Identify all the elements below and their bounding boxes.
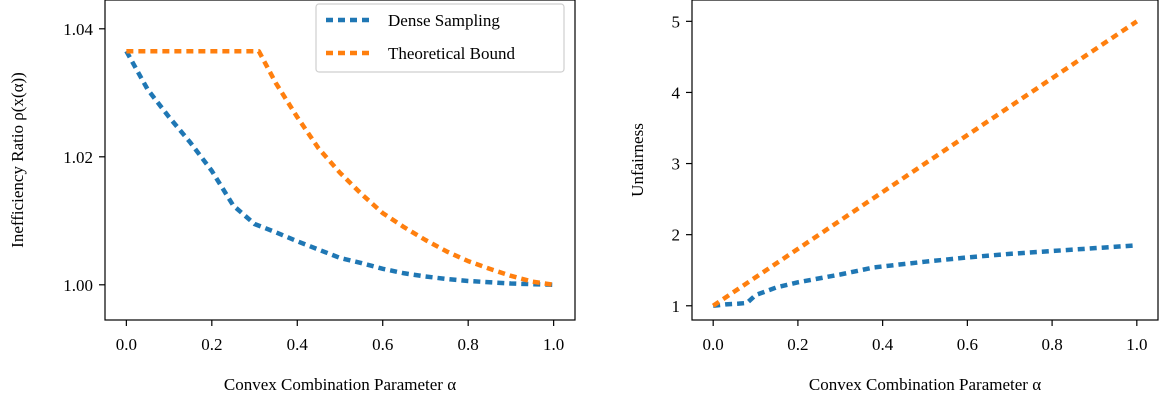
inefficiency-y-tick-label: 1.04 bbox=[63, 20, 93, 39]
unfairness-y-tick-label: 3 bbox=[672, 155, 681, 174]
inefficiency-x-tick-label: 0.0 bbox=[116, 335, 137, 354]
unfairness-y-tick-label: 2 bbox=[672, 226, 681, 245]
chart-inefficiency-legend: Dense Sampling Theoretical Bound bbox=[315, 3, 565, 73]
inefficiency-series-theoretical-bound-line bbox=[126, 48, 554, 288]
unfairness-x-tick-label: 0.8 bbox=[1041, 335, 1062, 354]
inefficiency-x-tick-label: 0.6 bbox=[372, 335, 393, 354]
inefficiency-x-tick-label: 0.2 bbox=[201, 335, 222, 354]
chart-unfairness: 0.0 0.2 0.4 0.6 0.8 1.0 1 2 3 4 5 Convex Combinati… bbox=[628, 0, 1159, 394]
inefficiency-x-tick-label: 0.8 bbox=[458, 335, 479, 354]
legend-box bbox=[315, 3, 565, 73]
unfairness-series-blue-line bbox=[712, 243, 1137, 309]
chart-inefficiency-series bbox=[124, 48, 554, 288]
unfairness-x-tick-label: 1.0 bbox=[1126, 335, 1147, 354]
unfairness-y-tick-label: 1 bbox=[672, 297, 681, 316]
unfairness-series-orange-line bbox=[711, 19, 1139, 308]
chart-inefficiency-y-axis-title: Inefficiency Ratio ρ(x(α)) bbox=[8, 72, 27, 248]
legend-label-theoretical-bound: Theoretical Bound bbox=[388, 44, 515, 63]
chart-unfairness-y-axis-title: Unfairness bbox=[628, 123, 647, 197]
inefficiency-y-tick-label: 1.00 bbox=[63, 276, 93, 295]
unfairness-x-tick-label: 0.0 bbox=[703, 335, 724, 354]
legend-label-dense-sampling: Dense Sampling bbox=[388, 11, 500, 30]
chart-inefficiency-ticks: 0.0 0.2 0.4 0.6 0.8 1.0 1.00 1.02 1.04 bbox=[63, 20, 564, 354]
chart-inefficiency-plot-frame bbox=[104, 0, 576, 321]
unfairness-y-tick-label: 5 bbox=[672, 12, 681, 31]
chart-unfairness-ticks: 0.0 0.2 0.4 0.6 0.8 1.0 1 2 3 4 5 bbox=[672, 12, 1148, 354]
unfairness-y-tick-label: 4 bbox=[672, 83, 681, 102]
inefficiency-series-dense-sampling-line bbox=[124, 50, 554, 288]
inefficiency-x-tick-label: 0.4 bbox=[287, 335, 309, 354]
chart-unfairness-series bbox=[711, 19, 1139, 309]
unfairness-x-tick-label: 0.6 bbox=[957, 335, 978, 354]
chart-inefficiency: 0.0 0.2 0.4 0.6 0.8 1.0 1.00 1.02 1.04 Dense Sam… bbox=[8, 0, 576, 394]
unfairness-x-tick-label: 0.2 bbox=[787, 335, 808, 354]
unfairness-x-tick-label: 0.4 bbox=[872, 335, 894, 354]
chart-unfairness-x-axis-title: Convex Combination Parameter α bbox=[809, 375, 1041, 394]
chart-inefficiency-x-axis-title: Convex Combination Parameter α bbox=[224, 375, 456, 394]
inefficiency-y-tick-label: 1.02 bbox=[63, 148, 93, 167]
inefficiency-x-tick-label: 1.0 bbox=[543, 335, 564, 354]
chart-unfairness-plot-frame bbox=[691, 0, 1159, 321]
